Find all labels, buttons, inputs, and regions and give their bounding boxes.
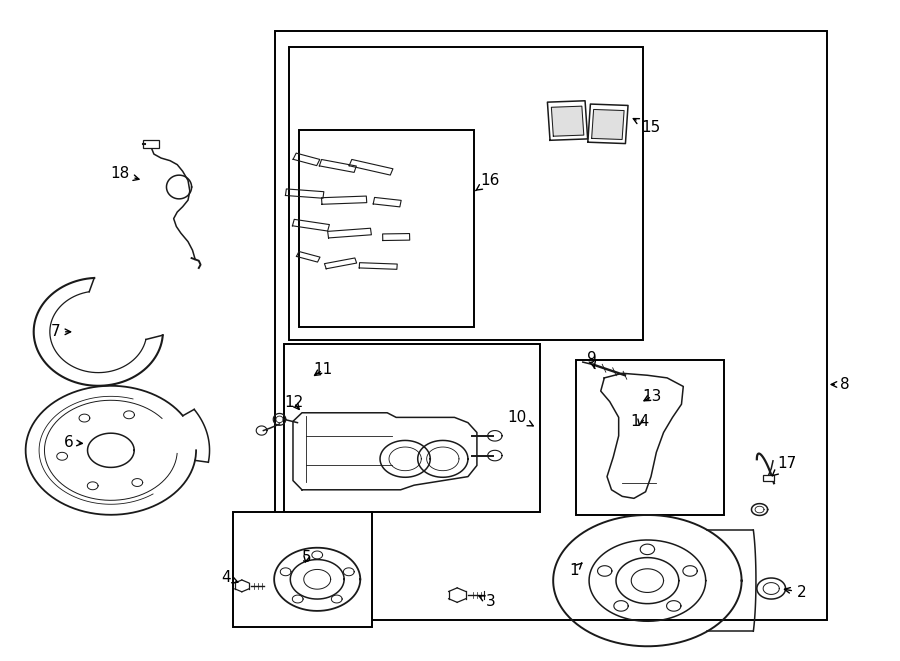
Bar (284, 344, 540, 512)
Polygon shape (591, 110, 624, 139)
Text: 7: 7 (50, 325, 70, 339)
Text: 1: 1 (569, 563, 581, 578)
Text: 15: 15 (634, 118, 661, 136)
Bar (289, 48, 643, 340)
Text: 2: 2 (785, 585, 806, 600)
Bar (300, 130, 474, 327)
Text: 4: 4 (220, 570, 238, 585)
Bar (763, 475, 774, 481)
Polygon shape (552, 106, 584, 136)
Text: 18: 18 (110, 167, 139, 181)
Text: 12: 12 (284, 395, 303, 410)
Bar (275, 31, 827, 620)
Bar (143, 139, 159, 147)
Text: 5: 5 (302, 550, 311, 565)
Text: 13: 13 (643, 389, 662, 404)
Text: 10: 10 (508, 410, 533, 426)
Text: 6: 6 (64, 435, 82, 450)
Bar (233, 512, 372, 627)
Text: 14: 14 (631, 414, 650, 429)
Text: 9: 9 (587, 350, 597, 368)
Bar (576, 360, 724, 515)
Text: 11: 11 (313, 362, 332, 377)
Text: 3: 3 (479, 594, 495, 609)
Text: 8: 8 (832, 377, 850, 392)
Text: 17: 17 (772, 456, 796, 476)
Text: 16: 16 (475, 173, 500, 190)
